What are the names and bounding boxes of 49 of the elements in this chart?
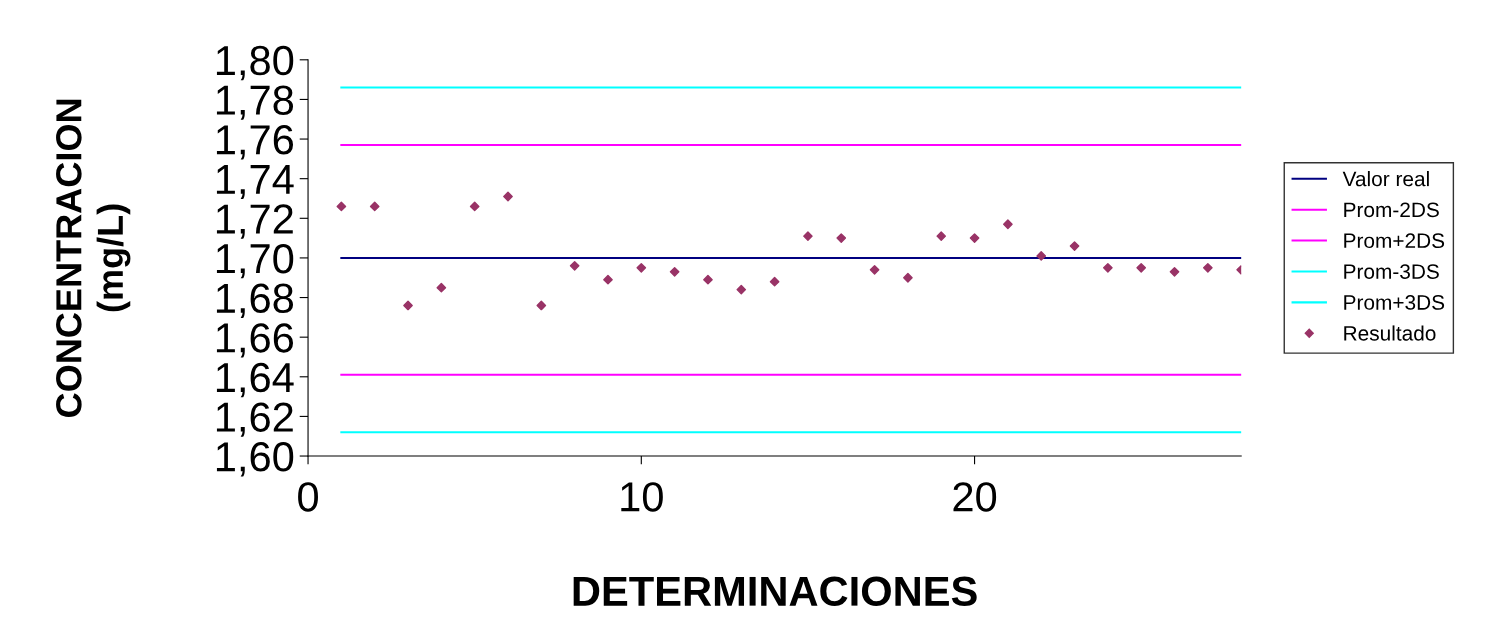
legend-label: Prom+3DS — [1344, 295, 1445, 310]
y-tick-label: 1,72 — [216, 204, 293, 239]
point — [436, 282, 447, 293]
point — [703, 274, 713, 285]
legend-label: Prom+2DS — [1344, 233, 1445, 249]
point — [536, 300, 547, 311]
y-tick-label: 1,64 — [216, 362, 294, 398]
x-axis-title: DETERMINACIONES — [573, 576, 977, 607]
point — [1202, 262, 1213, 273]
point — [969, 233, 980, 243]
legend-label: Resultado — [1344, 325, 1436, 341]
point — [936, 231, 947, 241]
point — [503, 191, 513, 202]
point — [869, 264, 880, 275]
legend-label: Prom-3DS — [1344, 264, 1439, 279]
point — [569, 260, 580, 271]
y-tick-label: 1,68 — [216, 283, 294, 318]
point — [769, 276, 780, 287]
legend-label: Valor real — [1342, 171, 1429, 187]
y-tick-label: 1,62 — [216, 402, 293, 437]
point — [369, 201, 380, 212]
legend-label: Prom-2DS — [1344, 202, 1439, 218]
point — [736, 284, 747, 295]
point — [336, 201, 347, 212]
point — [669, 266, 680, 277]
point — [403, 300, 413, 311]
point — [1136, 262, 1147, 273]
y-axis-title: CONCENTRACION (mg/L) — [56, 99, 131, 417]
x-tick-label: 10 — [621, 482, 663, 512]
point — [1003, 219, 1013, 230]
point — [1103, 262, 1113, 273]
point — [836, 233, 847, 243]
x-tick-label: 0 — [298, 482, 318, 512]
y-tick-label: 1,76 — [216, 125, 294, 160]
point — [1169, 266, 1180, 277]
point — [1069, 241, 1080, 251]
x-tick-label: 20 — [953, 482, 997, 512]
y-tick-label: 1,80 — [216, 45, 294, 81]
y-tick-label: 1,70 — [216, 243, 294, 279]
point — [803, 231, 813, 241]
y-tick-label: 1,60 — [216, 442, 294, 477]
y-tick-label: 1,78 — [216, 85, 294, 120]
point — [1036, 251, 1047, 261]
point — [636, 262, 647, 273]
point — [903, 272, 913, 283]
point — [469, 201, 480, 212]
y-tick-label: 1,66 — [216, 323, 294, 358]
point — [603, 274, 613, 285]
y-tick-label: 1,74 — [216, 165, 294, 200]
